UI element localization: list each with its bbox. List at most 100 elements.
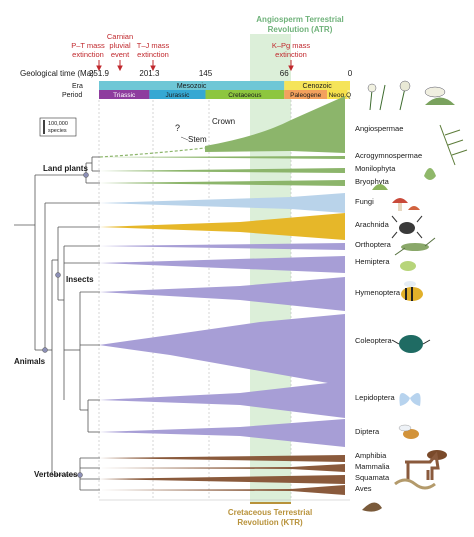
squamata-shape [99,475,345,484]
bird-icon [362,502,382,512]
snake-icon [394,478,436,490]
stem-label: Stem [188,135,207,144]
period-label-0: Triassic [113,92,136,99]
period-5 [347,90,350,99]
orthoptera-shape [99,243,345,250]
era-mesozoic [99,81,285,90]
taxon-icons [362,80,468,512]
axis-tick-4: 0 [348,69,353,78]
axis-tick-1: 201.3 [139,69,160,78]
aphid-icon [400,261,416,271]
horse-icon [405,451,440,480]
axis-label: Geological time (Ma) [20,69,94,78]
era-row-label: Era [72,83,83,90]
bee-icon [401,281,423,301]
amphibia-shape [99,455,345,462]
taxon-label-fungi: Fungi [355,197,374,206]
period-1 [149,90,206,99]
angiospermae-stem [99,147,206,158]
node-animals [42,347,48,353]
taxon-label-acrogymnospermae: Acrogymnospermae [355,151,422,160]
ktr-title-line1: Cretaceous Terrestrial [228,508,312,517]
node-land-plants [83,172,89,178]
taxon-label-lepidoptera: Lepidoptera [355,393,395,402]
event-arrows [96,60,294,72]
hemiptera-shape [99,256,345,273]
taxon-label-squamata: Squamata [355,473,390,482]
arachnida-shape [99,213,345,240]
node-insects [55,272,61,278]
axis-tick-0: 251.9 [89,69,110,78]
period-label-5: Q [346,92,351,99]
scale-bar-box [39,117,77,137]
tj-arrow-head [150,65,156,72]
beetle-icon [391,335,431,353]
period-4 [327,90,348,99]
spider-icon [391,215,423,239]
butterfly-icon [399,393,421,406]
carnian-arrow-head [117,65,123,72]
monilophyta-shape [99,168,345,173]
mushroom-icon [392,198,420,211]
tree-nodes [42,172,89,478]
taxon-label-mammalia: Mammalia [355,462,390,471]
lepidoptera-shape [99,381,345,418]
axis-tick-2: 145 [199,69,213,78]
kpg-arrow-head [288,65,294,72]
stem-pointer [180,136,189,141]
taxon-label-hemiptera: Hemiptera [355,257,390,266]
axis-tick-3: 66 [280,69,289,78]
fern-icon [424,168,436,180]
group-land-plants: Land plants [43,164,88,173]
hymenoptera-shape [99,277,345,311]
kpg-event-line2: extinction [275,50,307,59]
period-row-label: Period [62,92,82,99]
fungi-shape [99,193,345,213]
pt-event-line1: P–T mass [71,41,105,50]
pt-event-line2: extinction [72,50,104,59]
flower-icon [367,80,455,111]
taxon-label-angiospermae: Angiospermae [355,124,403,133]
period-2 [205,90,285,99]
fly-icon [398,424,419,439]
taxon-labels: Angiospermae Acrogymnospermae Monilophyta B… [355,124,422,493]
phylogeny-tree [14,156,100,491]
taxon-label-monilophyta: Monilophyta [355,164,396,173]
period-label-3: Paleogene [290,92,321,99]
bryophyta-shape [99,180,345,186]
era-bars: Mesozoic Cenozoic [99,81,350,90]
question-mark: ? [175,123,180,133]
coleoptera-shape [99,314,345,386]
taxon-label-hymenoptera: Hymenoptera [355,288,401,297]
taxon-label-coleoptera: Coleoptera [355,336,393,345]
period-bars: Triassic Jurassic Cretaceous Paleogene Neog.… [99,90,351,99]
aves-shape [99,485,345,495]
scale-bar-unit: species [48,128,67,134]
group-insects: Insects [66,275,94,284]
tj-event-line2: extinction [137,50,169,59]
lineage-shapes [99,96,345,495]
grasshopper-icon [394,237,436,256]
period-label-4: Neog. [329,92,347,99]
taxon-label-bryophyta: Bryophyta [355,177,390,186]
pt-arrow-head [96,65,102,72]
moss-icon [372,184,388,190]
group-animals: Animals [14,357,46,366]
atr-title-line1: Angiosperm Terrestrial [256,15,343,24]
mammalia-shape [99,464,345,472]
axis-tick-labels: 251.9 201.3 145 66 0 [89,69,353,78]
era-label-cenozoic: Cenozoic [303,83,333,90]
era-cenozoic [284,81,350,90]
node-vertebrates [77,472,83,478]
kpg-event-line1: K–Pg mass [272,41,311,50]
period-0 [99,90,150,99]
pine-icon [439,124,468,166]
carnian-event-line3: event [111,50,130,59]
diptera-shape [99,419,345,447]
taxon-label-diptera: Diptera [355,427,380,436]
carnian-event-line1: Carnian [107,32,133,41]
period-3 [284,90,328,99]
taxon-label-orthoptera: Orthoptera [355,240,392,249]
taxon-label-aves: Aves [355,484,372,493]
